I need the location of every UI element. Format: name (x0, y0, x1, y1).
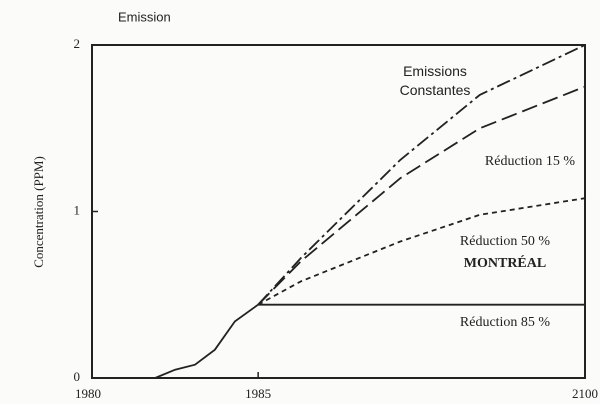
x-tick-label: 2100 (572, 386, 598, 401)
series-label: Réduction 15 % (484, 154, 576, 169)
chart-title: Emission (118, 9, 171, 24)
line (257, 85, 586, 306)
y-tick-label: 0 (74, 369, 81, 384)
y-tick-label: 1 (74, 202, 81, 217)
y-tick-label: 2 (74, 36, 81, 51)
annotation: MONTRÉAL (463, 256, 547, 271)
x-tick-label: 1980 (75, 386, 101, 401)
line (257, 197, 586, 306)
series-label: Réduction 85 % (459, 315, 551, 330)
series-label: Réduction 50 % (459, 234, 551, 249)
x-tick-label: 1985 (245, 386, 271, 401)
y-axis-label: Concentration (PPM) (31, 156, 46, 268)
line (257, 44, 586, 306)
series-label: Emissions Constantes (399, 63, 471, 98)
line (154, 303, 259, 379)
